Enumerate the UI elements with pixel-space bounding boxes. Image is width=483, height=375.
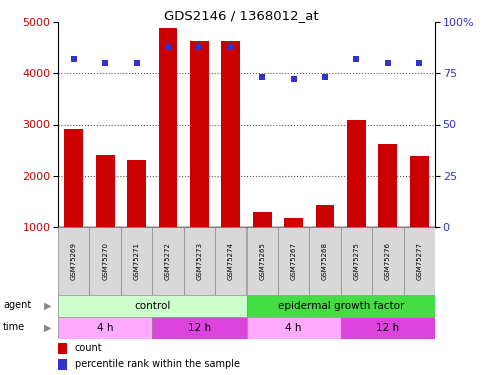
Bar — [58, 295, 246, 317]
Text: count: count — [75, 343, 102, 353]
Text: 12 h: 12 h — [376, 323, 399, 333]
Point — [258, 74, 266, 80]
Text: control: control — [134, 301, 170, 311]
Bar — [96, 155, 114, 227]
Point — [133, 60, 141, 66]
Bar — [372, 227, 404, 295]
Point — [384, 60, 392, 66]
Bar — [379, 144, 398, 227]
Bar — [152, 227, 184, 295]
Bar — [246, 295, 435, 317]
Bar — [58, 317, 152, 339]
Bar — [341, 227, 372, 295]
Text: GSM75275: GSM75275 — [354, 242, 359, 280]
Point — [353, 56, 360, 62]
Bar — [278, 227, 309, 295]
Point — [101, 60, 109, 66]
Bar — [58, 227, 89, 295]
Point — [196, 44, 203, 50]
Bar — [246, 317, 341, 339]
Point — [415, 60, 423, 66]
Point — [290, 76, 298, 82]
Bar — [121, 227, 152, 295]
Text: time: time — [3, 322, 25, 332]
Bar — [246, 227, 278, 295]
Text: 4 h: 4 h — [97, 323, 114, 333]
Bar — [284, 218, 303, 227]
Text: 12 h: 12 h — [188, 323, 211, 333]
Bar — [221, 42, 240, 227]
Text: GSM75269: GSM75269 — [71, 242, 77, 280]
Text: GSM75277: GSM75277 — [416, 242, 422, 280]
Bar — [184, 227, 215, 295]
Text: ▶: ▶ — [44, 300, 51, 310]
Bar — [309, 227, 341, 295]
Text: GSM75270: GSM75270 — [102, 242, 108, 280]
Point — [321, 74, 329, 80]
Bar — [64, 129, 83, 227]
Bar — [315, 206, 334, 227]
Text: ▶: ▶ — [44, 322, 51, 333]
Text: GSM75268: GSM75268 — [322, 242, 328, 280]
Bar — [341, 317, 435, 339]
Bar — [215, 227, 246, 295]
Bar — [253, 211, 271, 227]
Bar — [58, 343, 68, 354]
Text: GSM75272: GSM75272 — [165, 242, 171, 280]
Text: GSM75265: GSM75265 — [259, 242, 265, 280]
Text: GDS2146 / 1368012_at: GDS2146 / 1368012_at — [164, 9, 319, 22]
Bar — [58, 359, 68, 370]
Text: GSM75274: GSM75274 — [228, 242, 234, 280]
Bar — [190, 42, 209, 227]
Bar — [158, 28, 177, 227]
Bar — [410, 156, 429, 227]
Bar — [127, 160, 146, 227]
Text: GSM75273: GSM75273 — [197, 242, 202, 280]
Text: percentile rank within the sample: percentile rank within the sample — [75, 359, 240, 369]
Text: epidermal growth factor: epidermal growth factor — [278, 301, 404, 311]
Point — [164, 44, 172, 50]
Text: GSM75267: GSM75267 — [291, 242, 297, 280]
Bar — [152, 317, 246, 339]
Bar — [89, 227, 121, 295]
Text: agent: agent — [3, 300, 31, 310]
Text: 4 h: 4 h — [285, 323, 302, 333]
Bar — [404, 227, 435, 295]
Point — [70, 56, 78, 62]
Text: GSM75271: GSM75271 — [133, 242, 140, 280]
Point — [227, 44, 235, 50]
Bar — [347, 120, 366, 227]
Text: GSM75276: GSM75276 — [385, 242, 391, 280]
